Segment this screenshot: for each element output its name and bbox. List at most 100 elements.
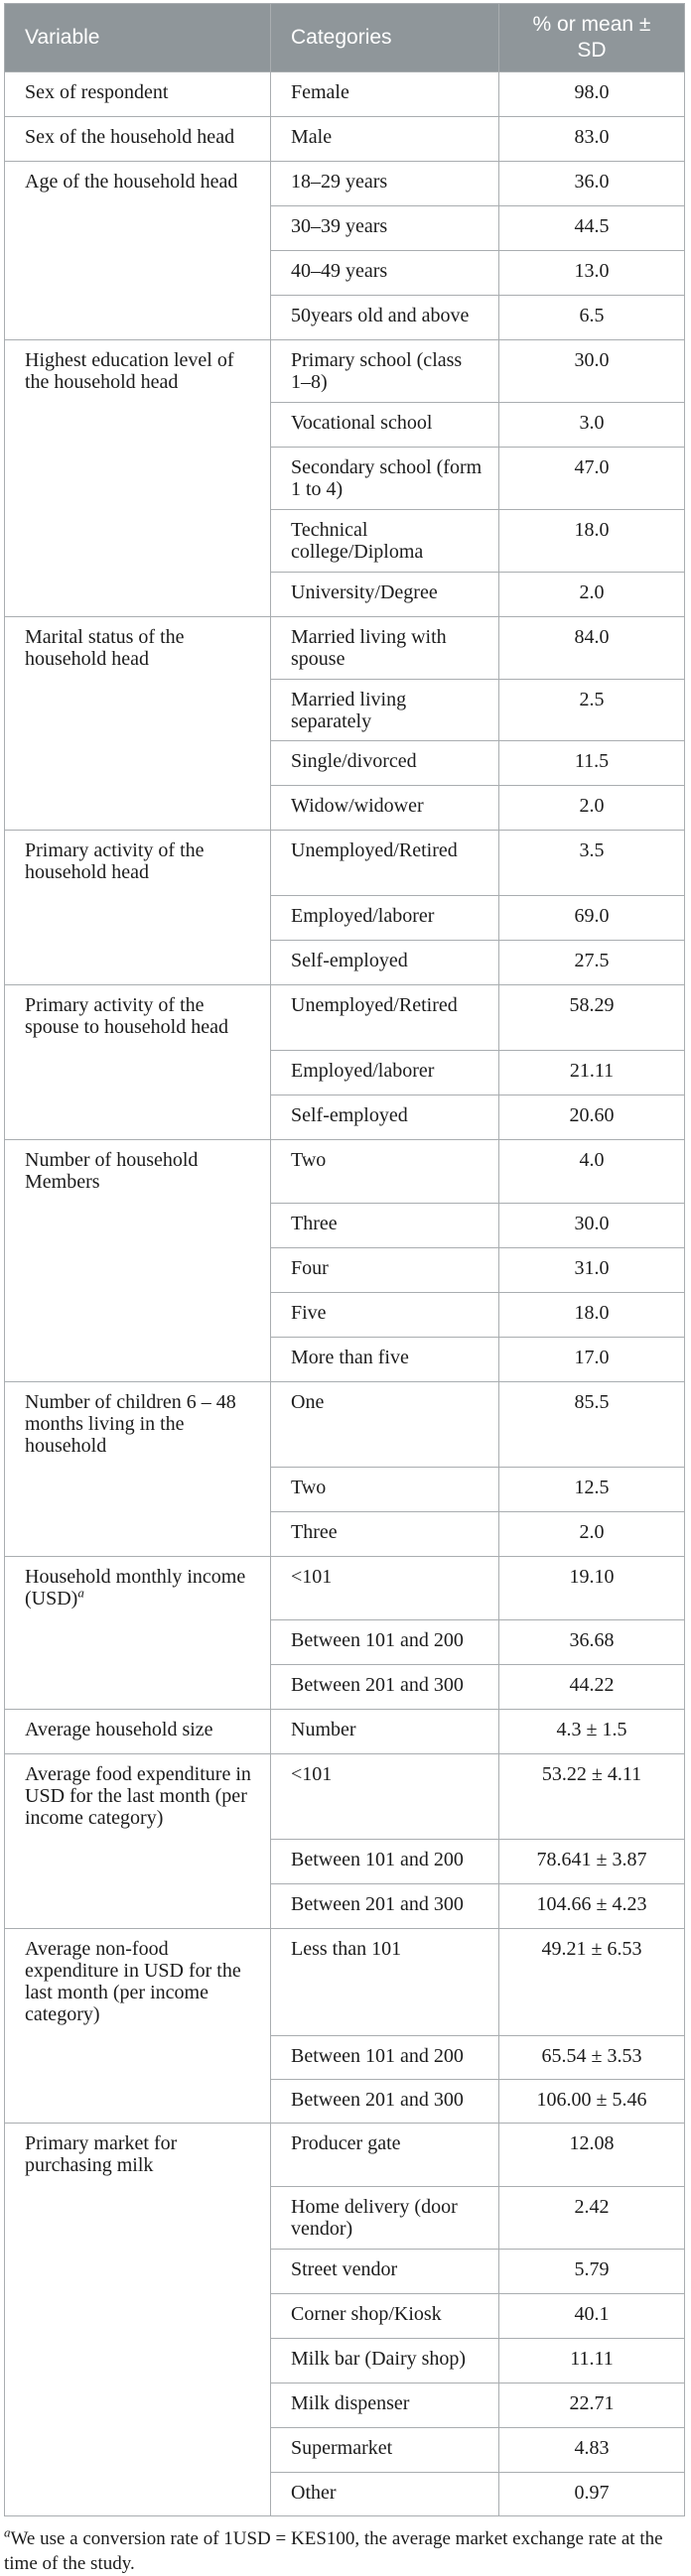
value-cell: 12.5 bbox=[498, 1467, 685, 1512]
category-cell: Between 101 and 200 bbox=[270, 1839, 499, 1884]
table-row: Other 0.97 bbox=[5, 2472, 685, 2516]
category-cell: Self-employed bbox=[270, 940, 499, 985]
category-cell: University/Degree bbox=[270, 572, 499, 617]
value-cell: 4.3 ± 1.5 bbox=[498, 1709, 685, 1754]
descriptive-statistics-table: Variable Categories % or mean ± SD Sex o… bbox=[4, 3, 685, 2516]
value-cell: 11.11 bbox=[498, 2338, 685, 2383]
value-cell: 5.79 bbox=[498, 2249, 685, 2294]
value-cell: 0.97 bbox=[498, 2472, 685, 2516]
variable-cell: Number of children 6 – 48 months living … bbox=[4, 1381, 271, 1557]
table-row: Number of household Members Two 4.0 bbox=[4, 1139, 685, 1382]
value-cell: 2.0 bbox=[498, 1511, 685, 1557]
variable-cell: Age of the household head bbox=[4, 161, 271, 340]
column-header-variable: Variable bbox=[4, 3, 271, 72]
table-header-row: Variable Categories % or mean ± SD bbox=[4, 3, 685, 72]
variable-cell: Average food expenditure in USD for the … bbox=[4, 1753, 271, 1929]
table-row: Married living separately 2.5 bbox=[5, 679, 685, 741]
value-cell: 4.83 bbox=[498, 2427, 685, 2473]
table-row: Between 101 and 200 65.54 ± 3.53 bbox=[5, 2035, 685, 2080]
category-cell: Self-employed bbox=[270, 1095, 499, 1140]
table-row: Vocational school 3.0 bbox=[5, 402, 685, 448]
category-cell: Between 201 and 300 bbox=[270, 1883, 499, 1929]
table-row: Self-employed 20.60 bbox=[5, 1095, 685, 1140]
value-cell: 2.0 bbox=[498, 785, 685, 831]
table-row: Between 201 and 300 106.00 ± 5.46 bbox=[5, 2079, 685, 2124]
column-header-value: % or mean ± SD bbox=[498, 3, 685, 72]
value-cell: 2.42 bbox=[498, 2186, 685, 2250]
category-cell: Two bbox=[270, 1139, 499, 1204]
category-cell: Single/divorced bbox=[270, 740, 499, 786]
value-cell: 3.0 bbox=[498, 402, 685, 448]
category-cell: Milk bar (Dairy shop) bbox=[270, 2338, 499, 2383]
category-cell: Secondary school (form 1 to 4) bbox=[270, 447, 499, 510]
category-cell: Two bbox=[270, 1467, 499, 1512]
table-row: Primary market for purchasing milk Produ… bbox=[4, 2123, 685, 2516]
value-cell: 36.68 bbox=[498, 1619, 685, 1665]
value-cell: 44.22 bbox=[498, 1664, 685, 1710]
value-cell: 30.0 bbox=[498, 1203, 685, 1248]
category-cell: Technical college/Diploma bbox=[270, 509, 499, 573]
category-cell: Male bbox=[270, 116, 499, 162]
category-cell: Four bbox=[270, 1247, 499, 1293]
value-cell: 106.00 ± 5.46 bbox=[498, 2079, 685, 2124]
table-row: 50years old and above 6.5 bbox=[5, 295, 685, 340]
value-cell: 30.0 bbox=[498, 339, 685, 403]
category-cell: <101 bbox=[270, 1556, 499, 1620]
category-cell: Three bbox=[270, 1203, 499, 1248]
value-cell: 44.5 bbox=[498, 205, 685, 251]
table-row: Average non-food expenditure in USD for … bbox=[4, 1928, 685, 2124]
value-cell: 21.11 bbox=[498, 1050, 685, 1095]
category-cell: Between 201 and 300 bbox=[270, 2079, 499, 2124]
variable-cell: Marital status of the household head bbox=[4, 616, 271, 831]
table-row: Five 18.0 bbox=[5, 1292, 685, 1338]
table-row: Marital status of the household head Mar… bbox=[4, 616, 685, 831]
table-row: Sex of respondent Female 98.0 bbox=[4, 71, 685, 117]
value-cell: 2.5 bbox=[498, 679, 685, 741]
value-cell: 27.5 bbox=[498, 940, 685, 985]
category-cell: Less than 101 bbox=[270, 1928, 499, 2036]
category-cell: More than five bbox=[270, 1337, 499, 1382]
table-row: Employed/laborer 69.0 bbox=[5, 895, 685, 941]
footnote-text: We use a conversion rate of 1USD = KES10… bbox=[4, 2528, 663, 2574]
variable-cell: Average household size bbox=[4, 1709, 271, 1754]
category-cell: One bbox=[270, 1381, 499, 1468]
category-cell: 40–49 years bbox=[270, 250, 499, 296]
category-cell: Number bbox=[270, 1709, 499, 1754]
variable-cell: Sex of the household head bbox=[4, 116, 271, 162]
table-row: Widow/widower 2.0 bbox=[5, 785, 685, 831]
footnote-marker: a bbox=[4, 2524, 11, 2540]
value-cell: 65.54 ± 3.53 bbox=[498, 2035, 685, 2080]
table-row: Primary activity of the household head U… bbox=[4, 830, 685, 985]
category-cell: Employed/laborer bbox=[270, 1050, 499, 1095]
category-cell: Other bbox=[270, 2472, 499, 2516]
variable-cell: Sex of respondent bbox=[4, 71, 271, 117]
value-cell: 19.10 bbox=[498, 1556, 685, 1620]
table-row: Home delivery (door vendor) 2.42 bbox=[5, 2186, 685, 2250]
value-cell: 18.0 bbox=[498, 1292, 685, 1338]
value-cell: 84.0 bbox=[498, 616, 685, 680]
value-cell: 83.0 bbox=[498, 116, 685, 162]
table-row: 40–49 years 13.0 bbox=[5, 250, 685, 296]
category-cell: Primary school (class 1–8) bbox=[270, 339, 499, 403]
table-row: University/Degree 2.0 bbox=[5, 572, 685, 617]
table-row: Secondary school (form 1 to 4) 47.0 bbox=[5, 447, 685, 510]
variable-cell: Primary activity of the spouse to househ… bbox=[4, 984, 271, 1140]
category-cell: Employed/laborer bbox=[270, 895, 499, 941]
table-row: Milk bar (Dairy shop) 11.11 bbox=[5, 2338, 685, 2383]
variable-cell: Primary activity of the household head bbox=[4, 830, 271, 985]
value-cell: 17.0 bbox=[498, 1337, 685, 1382]
category-cell: Between 101 and 200 bbox=[270, 2035, 499, 2080]
category-cell: 50years old and above bbox=[270, 295, 499, 340]
table-row: Age of the household head 18–29 years 36… bbox=[4, 161, 685, 340]
variable-cell: Number of household Members bbox=[4, 1139, 271, 1382]
variable-cell: Household monthly income (USD)a bbox=[4, 1556, 271, 1710]
category-cell: <101 bbox=[270, 1753, 499, 1840]
category-cell: Milk dispenser bbox=[270, 2383, 499, 2428]
category-cell: Between 101 and 200 bbox=[270, 1619, 499, 1665]
table-row: Between 201 and 300 104.66 ± 4.23 bbox=[5, 1883, 685, 1929]
table-row: Average food expenditure in USD for the … bbox=[4, 1753, 685, 1929]
value-cell: 31.0 bbox=[498, 1247, 685, 1293]
table-row: 30–39 years 44.5 bbox=[5, 205, 685, 251]
variable-cell: Highest education level of the household… bbox=[4, 339, 271, 617]
table-row: More than five 17.0 bbox=[5, 1337, 685, 1382]
